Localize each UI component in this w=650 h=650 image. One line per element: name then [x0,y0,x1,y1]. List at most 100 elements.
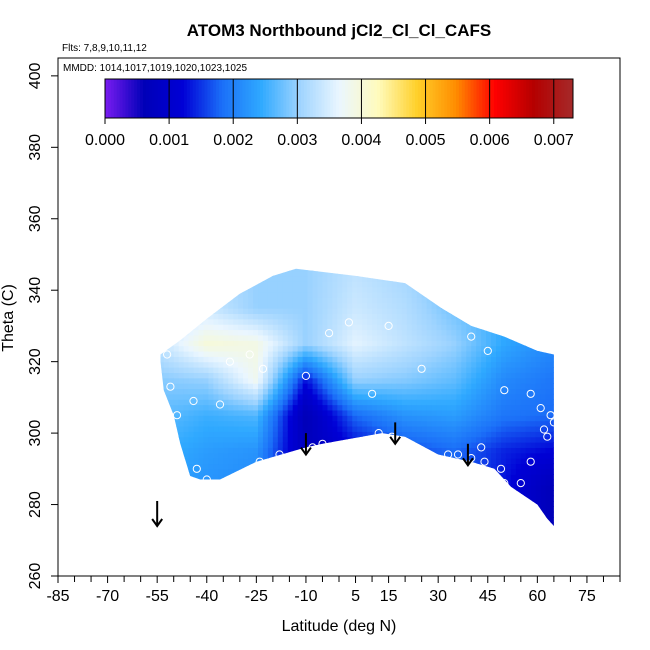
colorbar-swatch [564,79,568,118]
heatmap-cell [322,297,329,304]
heatmap-cell [446,420,452,427]
heatmap-cell [307,313,314,320]
heatmap-cell [411,302,418,309]
heatmap-cell [357,324,363,331]
heatmap-cell [307,340,314,347]
heatmap-cell [347,372,353,379]
heatmap-cell [461,377,467,384]
heatmap-cell [248,313,254,320]
heatmap-cell [396,388,403,395]
heatmap-cell [307,431,314,438]
heatmap-cell [396,377,403,384]
heatmap-cell [466,345,472,352]
heatmap-cell [401,377,408,384]
heatmap-cell [253,452,259,459]
heatmap-cell [520,452,527,459]
heatmap-cell [193,334,200,341]
sample-point [202,475,211,484]
heatmap-cell [461,350,467,357]
heatmap-cell [307,367,314,373]
heatmap-cell [431,447,438,454]
heatmap-cell [436,372,443,379]
heatmap-cell [178,383,185,390]
heatmap-cell [277,420,284,427]
heatmap-cell [505,436,512,443]
colorbar-swatch [377,79,381,118]
heatmap-cell [203,377,210,384]
heatmap-cell [416,372,423,379]
heatmap-cell [188,388,195,395]
colorbar-swatch [151,79,156,118]
heatmap-cell [317,361,324,368]
heatmap-cell [530,383,537,390]
heatmap-cell [223,324,229,331]
colorbar-swatch [526,79,530,118]
heatmap-cell [456,420,462,427]
heatmap-cell [188,431,195,438]
heatmap-cell [520,468,527,475]
heatmap-cell [238,377,244,384]
heatmap-cell [262,340,269,347]
heatmap-cell [496,463,502,470]
heatmap-cell [550,511,554,518]
heatmap-cell [456,334,462,341]
heatmap-cell [337,318,343,325]
heatmap-cell [396,286,403,293]
heatmap-cell [481,383,487,390]
heatmap-cell [282,425,289,432]
heatmap-cell [183,425,190,432]
heatmap-cell [168,377,175,384]
heatmap-cell [461,431,467,438]
heatmap-cell [456,393,462,400]
heatmap-cell [317,324,324,331]
heatmap-cell [535,420,542,427]
heatmap-cell [198,458,205,465]
heatmap-cell [208,399,214,406]
heatmap-cell [491,409,497,416]
colorbar-swatch [303,79,308,118]
heatmap-cell [476,420,482,427]
heatmap-cell [248,458,254,465]
heatmap-cell [258,302,264,309]
heatmap-cell [515,484,522,491]
heatmap-cell [466,324,472,331]
colorbar-swatch [107,79,112,118]
heatmap-cell [322,361,329,368]
heatmap-cell [198,452,205,459]
heatmap-cell [258,324,264,331]
heatmap-cell [520,420,527,427]
heatmap-cell [401,329,408,336]
heatmap-cell [347,361,353,368]
heatmap-cell [173,420,180,427]
heatmap-cell [500,452,507,459]
heatmap-cell [317,345,324,352]
heatmap-cell [307,281,314,288]
heatmap-cell [287,420,294,427]
heatmap-cell [183,361,190,368]
heatmap-cell [347,345,353,352]
heatmap-cell [510,409,517,416]
heatmap-cell [198,377,205,384]
heatmap-cell [500,442,507,448]
heatmap-cell [431,409,438,416]
heatmap-cell [357,334,363,341]
heatmap-cell [248,447,254,454]
heatmap-cell [451,372,457,379]
heatmap-cell [282,350,289,357]
heatmap-cell [391,297,398,304]
heatmap-cell [243,345,249,352]
heatmap-cell [367,324,373,331]
heatmap-cell [391,302,398,309]
heatmap-cell [421,425,428,432]
colorbar-swatch [333,79,337,118]
heatmap-cell [233,367,239,373]
heatmap-cell [491,350,497,357]
heatmap-cell [505,399,512,406]
heatmap-cell [396,367,403,373]
heatmap-cell [183,383,190,390]
heatmap-cell [238,404,244,411]
heatmap-cell [178,388,185,395]
heatmap-cell [228,367,234,373]
heatmap-cell [238,452,244,459]
heatmap-cell [317,286,324,293]
